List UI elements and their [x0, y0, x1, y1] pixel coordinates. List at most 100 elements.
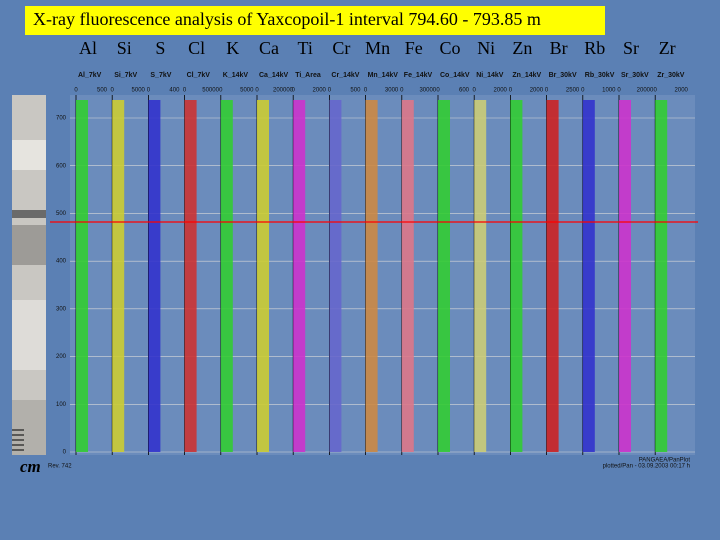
- track-label: Cl_7kV: [187, 72, 211, 79]
- track-fill: [365, 100, 378, 452]
- track-fill: [112, 100, 125, 452]
- track-fill: [257, 100, 269, 452]
- element-symbol: Al: [79, 38, 97, 58]
- element-symbol: Cr: [332, 38, 350, 58]
- track-tick-label: 30000: [419, 88, 436, 94]
- track-fill: [293, 100, 306, 452]
- track-fill: [148, 100, 161, 452]
- footer-right-bottom: plotted/Pan - 03.09.2003 00:17 h: [603, 464, 690, 470]
- element-symbol: Br: [550, 38, 568, 58]
- element-symbol: Fe: [405, 38, 423, 58]
- element-symbol: Co: [439, 38, 460, 58]
- track-tick-label: 2000: [494, 88, 508, 94]
- track-tick-label: 0: [581, 88, 585, 94]
- track-label: Sr_30kV: [621, 72, 649, 79]
- track-label: Co_14kV: [440, 72, 470, 79]
- track-label: K_14kV: [223, 72, 249, 79]
- track-tick-label: 0: [364, 88, 368, 94]
- track-tick-label: 200000: [273, 88, 294, 94]
- track-label: Ca_14kV: [259, 72, 289, 79]
- track-tick-label: 3000: [385, 88, 399, 94]
- track-tick-label: 500: [97, 88, 108, 94]
- element-symbol: Cl: [188, 38, 205, 58]
- element-symbol: Zr: [659, 38, 676, 58]
- depth-tick-label: 300: [56, 306, 67, 312]
- track-tick-label: 600: [459, 88, 470, 94]
- track-tick-label: 500: [350, 88, 361, 94]
- title: X-ray fluorescence analysis of Yaxcopoil…: [33, 9, 541, 29]
- track-tick-label: 0: [328, 88, 332, 94]
- depth-tick-label: 600: [56, 163, 67, 169]
- track-label: Fe_14kV: [404, 72, 433, 79]
- element-symbol: Ti: [298, 38, 313, 58]
- element-symbol: Si: [117, 38, 132, 58]
- track-fill: [619, 100, 631, 452]
- track-tick-label: 0: [111, 88, 115, 94]
- depth-tick-label: 0: [63, 450, 67, 456]
- track-fill: [655, 100, 668, 452]
- track-tick-label: 0: [255, 88, 259, 94]
- track-fill: [474, 100, 487, 452]
- track-label: Ti_Area: [295, 72, 321, 79]
- track-tick-label: 50000: [202, 88, 219, 94]
- element-symbol: Mn: [365, 38, 390, 58]
- track-tick-label: 0: [617, 88, 621, 94]
- track-tick-label: 0: [436, 88, 440, 94]
- track-tick-label: 0: [292, 88, 296, 94]
- element-symbol: Ni: [477, 38, 495, 58]
- track-tick-label: 5000: [240, 88, 254, 94]
- track-tick-label: 2000: [313, 88, 327, 94]
- core-photo: [12, 95, 46, 455]
- depth-tick-label: 100: [56, 402, 67, 408]
- track-fill: [582, 100, 595, 452]
- track-fill: [438, 100, 450, 452]
- track-label: Rb_30kV: [585, 72, 615, 79]
- track-fill: [546, 100, 559, 452]
- element-symbol: Zn: [512, 38, 532, 58]
- footer-right-top: PANGAEA/PanPlot: [639, 458, 691, 464]
- element-symbol: K: [226, 38, 239, 58]
- track-tick-label: 0: [219, 88, 223, 94]
- scale-bars: [12, 429, 24, 451]
- track-fill: [76, 100, 88, 452]
- element-symbol: Ca: [259, 38, 279, 58]
- track-tick-label: 0: [74, 88, 78, 94]
- track-tick-label: 2000: [675, 88, 689, 94]
- track-fill: [329, 100, 342, 452]
- track-label: Al_7kV: [78, 72, 102, 79]
- element-symbol: Rb: [584, 38, 605, 58]
- element-symbol: S: [155, 38, 165, 58]
- track-label: Br_30kV: [549, 72, 577, 79]
- footer-left: Rev. 742: [48, 464, 72, 470]
- depth-unit: cm: [20, 457, 41, 476]
- track-fill: [401, 100, 414, 452]
- track-fill: [220, 100, 233, 452]
- track-tick-label: 0: [183, 88, 187, 94]
- track-label: Cr_14kV: [331, 72, 359, 79]
- track-label: Zr_30kV: [657, 72, 685, 79]
- track-fill: [510, 100, 523, 452]
- track-label: Ni_14kV: [476, 72, 504, 79]
- track-tick-label: 2000: [530, 88, 544, 94]
- depth-tick-label: 200: [56, 354, 67, 360]
- track-tick-label: 5000: [132, 88, 146, 94]
- depth-tick-label: 400: [56, 259, 67, 265]
- track-label: Si_7kV: [114, 72, 137, 79]
- track-tick-label: 0: [654, 88, 658, 94]
- depth-tick-label: 500: [56, 211, 67, 217]
- track-tick-label: 2500: [566, 88, 580, 94]
- track-label: Mn_14kV: [368, 72, 399, 79]
- track-label: S_7kV: [150, 72, 171, 79]
- track-tick-label: 20000: [637, 88, 654, 94]
- track-tick-label: 0: [509, 88, 513, 94]
- track-tick-label: 400: [169, 88, 180, 94]
- track-tick-label: 0: [545, 88, 549, 94]
- track-tick-label: 0: [400, 88, 404, 94]
- element-symbol: Sr: [623, 38, 639, 58]
- track-tick-label: 0: [473, 88, 477, 94]
- track-fill: [184, 100, 197, 452]
- plot-area: [70, 95, 695, 455]
- title-box: [25, 6, 605, 35]
